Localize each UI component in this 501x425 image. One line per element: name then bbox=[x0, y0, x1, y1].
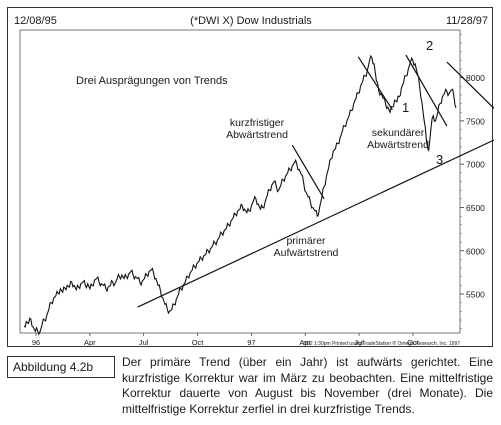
x-tick-label: Oct bbox=[192, 338, 205, 347]
annotation-wave-3: 3 bbox=[436, 152, 443, 167]
annotation-secondary-downtrend: Abwärtstrend bbox=[367, 139, 429, 151]
chart-subtitle: Drei Ausprägungen von Trends bbox=[76, 75, 228, 87]
annotation-primary-uptrend: primärer bbox=[286, 235, 326, 247]
y-tick-label: 7000 bbox=[466, 160, 485, 170]
chart-panel: 12/08/95 (*DWI X) Dow Industrials 11/28/97… bbox=[7, 7, 494, 347]
x-tick-label: Apr bbox=[299, 338, 311, 347]
annotation-short-term-downtrend: Abwärtstrend bbox=[226, 129, 288, 141]
annotation-wave-2: 2 bbox=[426, 38, 433, 53]
price-series-line bbox=[23, 54, 457, 336]
y-tick-label: 6000 bbox=[466, 246, 485, 256]
x-tick-label: Jul bbox=[139, 338, 149, 347]
x-tick-label: 96 bbox=[32, 338, 40, 347]
chart-title: (*DWI X) Dow Industrials bbox=[190, 15, 312, 27]
date-right: 11/28/97 bbox=[446, 15, 488, 27]
x-tick-label: Jul bbox=[354, 338, 364, 347]
x-tick-label: Oct bbox=[407, 338, 420, 347]
secondary-downtrend-line-3 bbox=[446, 61, 494, 110]
annotation-primary-uptrend: Aufwärtstrend bbox=[274, 247, 339, 259]
figure-label: Abbildung 4.2b bbox=[7, 356, 115, 378]
x-tick-label: Apr bbox=[84, 338, 96, 347]
y-tick-label: 6500 bbox=[466, 203, 485, 213]
secondary-downtrend-line-2 bbox=[405, 54, 448, 127]
annotation-wave-1: 1 bbox=[402, 100, 409, 115]
y-tick-label: 5500 bbox=[466, 290, 485, 300]
chart-footer: 3/02 1:30pm Printed using TradeStation ®… bbox=[303, 340, 460, 347]
price-chart: 12/08/95 (*DWI X) Dow Industrials 11/28/97… bbox=[14, 15, 494, 347]
date-left: 12/08/95 bbox=[14, 15, 57, 27]
x-tick-label: 97 bbox=[247, 338, 255, 347]
y-tick-label: 7500 bbox=[466, 116, 485, 126]
y-tick-label: 8000 bbox=[466, 73, 485, 83]
figure-caption: Der primäre Trend (über ein Jahr) ist au… bbox=[122, 355, 493, 416]
secondary-downtrend-line-1 bbox=[357, 56, 393, 110]
short-term-downtrend-line bbox=[291, 144, 325, 200]
primary-uptrend-line bbox=[137, 139, 494, 308]
annotation-short-term-downtrend: kurzfristiger bbox=[230, 117, 285, 129]
annotation-secondary-downtrend: sekundärer bbox=[372, 127, 425, 139]
